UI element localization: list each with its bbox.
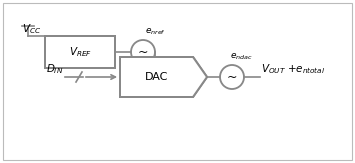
Text: $V_{OUT}$: $V_{OUT}$ [261,62,286,76]
Circle shape [131,40,155,64]
Text: $e_{nref}$: $e_{nref}$ [145,27,166,37]
Text: DAC: DAC [145,72,168,82]
Bar [45,36,115,68]
Text: ~: ~ [138,45,148,59]
Text: $V_{REF}$: $V_{REF}$ [69,45,92,59]
Text: $D_{IN}$: $D_{IN}$ [46,62,63,76]
Text: $e_{ndac}$: $e_{ndac}$ [230,52,253,62]
Polygon shape [120,57,207,97]
Text: $ + e_{ntotal}$: $ + e_{ntotal}$ [287,63,325,76]
Text: ~: ~ [227,71,237,83]
Circle shape [220,65,244,89]
Text: $V_{CC}$: $V_{CC}$ [22,22,41,36]
